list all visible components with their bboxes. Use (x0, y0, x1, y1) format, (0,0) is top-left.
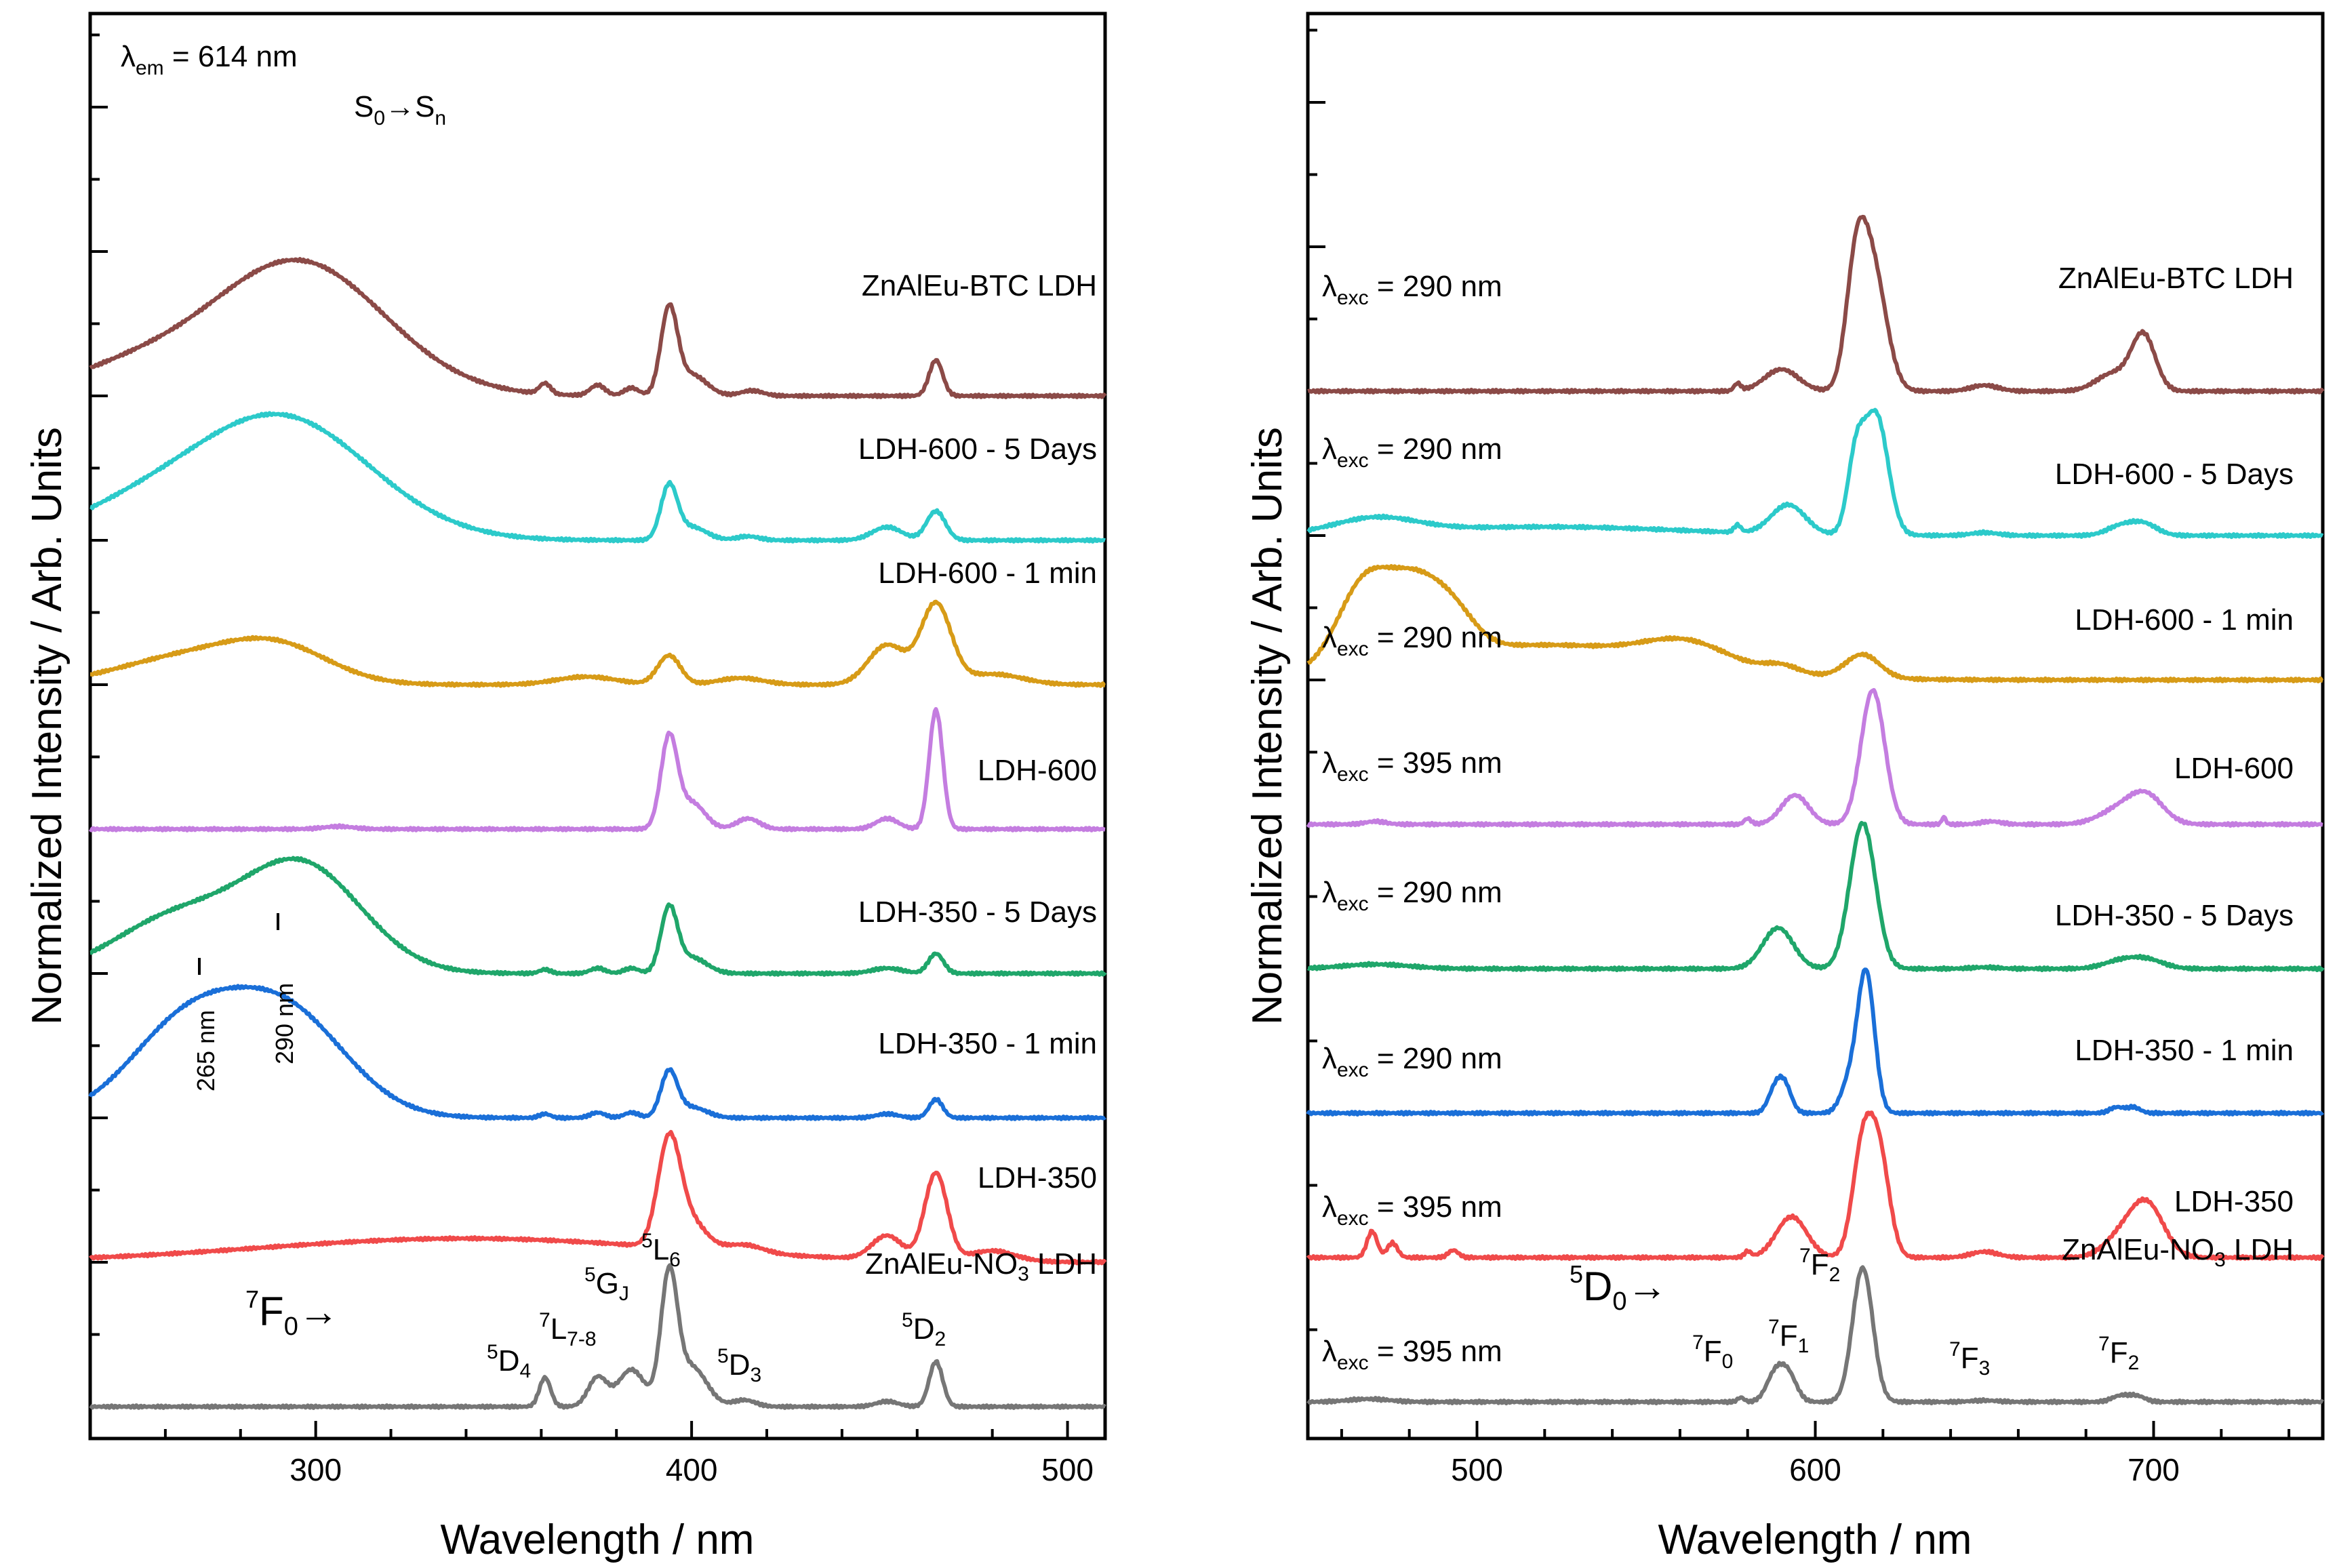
series-label-ldh-350-1-min: LDH-350 - 1 min (2075, 1034, 2294, 1067)
series-label-ldh-350: LDH-350 (2174, 1185, 2294, 1218)
f3-label: 7F3 (1949, 1338, 1990, 1380)
series-line-ldh-600-5-days (1306, 407, 2324, 540)
emission-series-labels: ZnAlEu-BTC LDH LDH-600 - 5 Days LDH-600 - … (2055, 262, 2294, 1271)
series-line-znaleu-btc-ldh (89, 257, 1107, 399)
series-label-ldh-350-1-min: LDH-350 - 1 min (878, 1027, 1097, 1060)
series-line-znaleu-no3-ldh (1306, 1265, 2324, 1406)
excitation-x-axis-title: Wavelength / nm (441, 1516, 755, 1563)
emission-frame (1306, 12, 2325, 1441)
series-line-ldh-600-1-min (1306, 564, 2324, 684)
excitation-label-ldh-600-5-days: λexc = 290 nm (1322, 433, 1502, 472)
f2-label: 7F2 (1799, 1245, 1840, 1286)
emission-panel: 500 600 700 ZnAlEu-BTC LDH LDH-600 - 5 Days… (1244, 12, 2325, 1563)
x-tick-label: 600 (1789, 1452, 1841, 1487)
series-line-ldh-350 (1306, 1110, 2325, 1262)
emission-excitation-labels: λexc = 290 nm λexc = 290 nm λexc = 290 nm λ… (1322, 270, 1502, 1374)
excitation-label-ldh-350-5-days: λexc = 290 nm (1322, 876, 1502, 915)
f1-label: 7F1 (1768, 1316, 1809, 1357)
series-label-znaleu-btc-ldh: ZnAlEu-BTC LDH (862, 269, 1097, 302)
f0-label: 7F0 (1692, 1331, 1733, 1373)
excitation-frame (88, 12, 1107, 1441)
x-tick-label: 500 (1041, 1452, 1094, 1487)
series-line-znaleu-btc-ldh (1306, 214, 2325, 395)
peak-265-label: 265 nm (192, 1010, 220, 1091)
emission-x-ticks: 500 600 700 (1340, 1421, 2291, 1487)
series-label-znaleu-no3-ldh: ZnAlEu-NO3 LDH (865, 1247, 1097, 1285)
peak-290-label: 290 nm (271, 983, 298, 1064)
series-line-ldh-350-1-min (88, 984, 1106, 1121)
series-label-ldh-350-5-days: LDH-350 - 5 Days (858, 896, 1097, 929)
l6-label: 5L6 (641, 1230, 681, 1271)
d2-label: 5D2 (902, 1309, 946, 1350)
excitation-series-labels: ZnAlEu-BTC LDH LDH-600 - 5 Days LDH-600 - … (858, 269, 1097, 1285)
series-label-ldh-600: LDH-600 (978, 754, 1097, 787)
s0-sn-annotation: S0→Sn (354, 90, 446, 129)
emission-series (1306, 214, 2325, 1406)
d4-label: 5D4 (487, 1341, 531, 1382)
l78-label: 7L7-8 (539, 1309, 597, 1350)
series-line-ldh-350-5-days (89, 856, 1107, 977)
series-line-ldh-600-5-days (89, 411, 1106, 544)
series-line-ldh-350-5-days (1306, 820, 2325, 973)
series-line-znaleu-no3-ldh (89, 1263, 1106, 1410)
f4-label: 7F2 (2098, 1333, 2139, 1374)
x-tick-label: 300 (289, 1452, 342, 1487)
series-line-ldh-600-1-min (89, 599, 1106, 688)
series-label-ldh-350-5-days: LDH-350 - 5 Days (2055, 899, 2294, 932)
series-label-znaleu-btc-ldh: ZnAlEu-BTC LDH (2058, 262, 2294, 295)
excitation-y-ticks (90, 33, 108, 1408)
x-tick-label: 700 (2128, 1452, 2180, 1487)
excitation-x-ticks: 300 400 500 (89, 1421, 1094, 1487)
series-label-ldh-600-1-min: LDH-600 - 1 min (878, 557, 1097, 590)
series-label-znaleu-no3-ldh: ZnAlEu-NO3 LDH (2062, 1233, 2294, 1271)
series-label-ldh-600-5-days: LDH-600 - 5 Days (858, 433, 1097, 466)
excitation-series (88, 257, 1107, 1410)
excitation-label-ldh-600-1-min: λexc = 290 nm (1322, 621, 1502, 660)
series-label-ldh-600: LDH-600 (2174, 752, 2294, 785)
series-label-ldh-600-1-min: LDH-600 - 1 min (2075, 603, 2294, 637)
series-line-ldh-350 (89, 1129, 1107, 1266)
excitation-label-znaleu-no3-ldh: λexc = 395 nm (1322, 1335, 1502, 1374)
d3-label: 5D3 (717, 1345, 761, 1386)
series-line-ldh-600 (1306, 687, 2324, 828)
series-label-ldh-350: LDH-350 (978, 1161, 1097, 1194)
emission-x-axis-title: Wavelength / nm (1658, 1516, 1972, 1563)
series-label-ldh-600-5-days: LDH-600 - 5 Days (2055, 458, 2294, 491)
x-tick-label: 400 (666, 1452, 718, 1487)
f0-transition-annotation: 7F0→ (245, 1285, 339, 1341)
excitation-label-ldh-350-1-min: λexc = 290 nm (1322, 1042, 1502, 1081)
excitation-label-ldh-350: λexc = 395 nm (1322, 1190, 1502, 1230)
excitation-label-znaleu-btc-ldh: λexc = 290 nm (1322, 270, 1502, 309)
emission-y-axis-title: Normalized Intensity / Arb. Units (1244, 427, 1291, 1025)
series-line-ldh-600 (88, 707, 1106, 832)
excitation-panel: 300 400 500 ZnAlEu-BTC LDH LDH-600 - 5 Days… (24, 12, 1107, 1563)
series-line-ldh-350-1-min (1306, 967, 2325, 1117)
excitation-label-ldh-600: λexc = 395 nm (1322, 746, 1502, 786)
x-tick-label: 500 (1451, 1452, 1503, 1487)
lambda-em-annotation: λem = 614 nm (121, 40, 298, 79)
gj-label: 5GJ (584, 1264, 629, 1305)
excitation-y-axis-title: Normalized Intensity / Arb. Units (24, 427, 71, 1025)
d0-transition-annotation: 5D0→ (1570, 1260, 1668, 1316)
